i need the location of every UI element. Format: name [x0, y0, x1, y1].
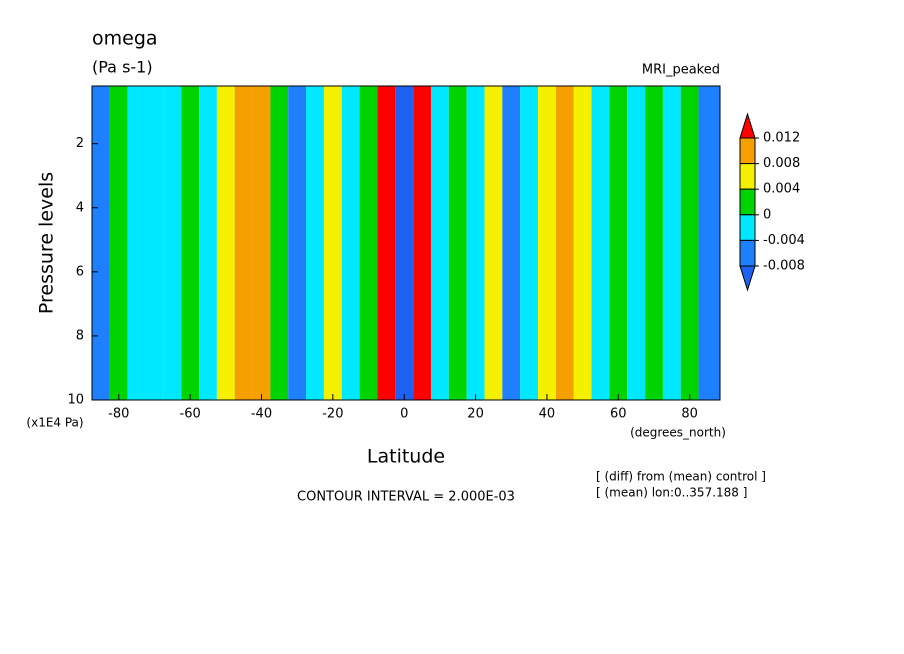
colorbar-label: -0.004 [763, 233, 805, 248]
field-band [92, 86, 110, 400]
x-tick-label: 0 [400, 407, 408, 422]
y-axis-title: Pressure levels [36, 172, 58, 314]
field-band [645, 86, 663, 400]
x-axis-units: (degrees_north) [630, 426, 726, 440]
x-tick-label: -20 [322, 407, 343, 422]
field-band [538, 86, 556, 400]
colorbar-label: 0.004 [763, 182, 800, 197]
field-band [627, 86, 646, 400]
colorbar-box [739, 188, 756, 216]
colorbar-arrow [739, 112, 756, 139]
x-tick-label: -80 [108, 407, 129, 422]
plot-frame [91, 85, 721, 401]
field-band [520, 86, 539, 400]
y-tick-label: 4 [76, 200, 84, 215]
annotation: [ (diff) from (mean) control ] [596, 470, 766, 484]
y-axis-units: (x1E4 Pa) [26, 416, 83, 430]
y-tick-label: 6 [76, 264, 84, 279]
colorbar-box [739, 214, 756, 241]
x-tick-label: 40 [539, 407, 556, 422]
field-band [234, 86, 253, 400]
y-tick-label: 8 [76, 328, 84, 343]
y-tick-label: 10 [67, 393, 84, 408]
field-band [484, 86, 503, 400]
x-axis-title: Latitude [367, 446, 445, 468]
x-tick-label: 60 [610, 407, 627, 422]
field-band [395, 86, 414, 400]
x-tick-label: -40 [251, 407, 272, 422]
field-band [270, 86, 289, 400]
x-tick-label: 80 [681, 407, 698, 422]
field-band [109, 86, 128, 400]
chart-title: omega [92, 28, 158, 50]
field-band [359, 86, 378, 400]
field-band [698, 86, 720, 400]
field-band [413, 86, 431, 400]
field-band [323, 86, 342, 400]
field-band [430, 86, 449, 400]
field-band [199, 86, 217, 400]
field-band [680, 86, 699, 400]
field-band [573, 86, 592, 400]
y-tick-label: 2 [76, 136, 84, 151]
field-band [466, 86, 485, 400]
field-band [662, 86, 681, 400]
x-tick-label: 20 [467, 407, 484, 422]
annotation: CONTOUR INTERVAL = 2.000E-03 [297, 490, 515, 505]
colorbar-label: 0.012 [763, 131, 800, 146]
field-band [591, 86, 610, 400]
colorbar-box [739, 137, 756, 165]
field-band [145, 86, 164, 400]
colorbar-box [739, 239, 756, 267]
colorbar-label: 0.008 [763, 156, 800, 171]
field-band [216, 86, 235, 400]
colorbar-arrow [739, 265, 756, 292]
field-band [377, 86, 396, 400]
colorbar-label: -0.008 [763, 259, 805, 274]
field-band [181, 86, 200, 400]
chart-subtitle: (Pa s-1) [92, 58, 153, 77]
field-band [555, 86, 574, 400]
field-band [502, 86, 521, 400]
field-band [341, 86, 360, 400]
field-band [252, 86, 271, 400]
field-band [127, 86, 146, 400]
field-band [448, 86, 467, 400]
field-band [306, 86, 324, 400]
colorbar-label: 0 [763, 207, 771, 222]
field-band [609, 86, 628, 400]
colorbar-box [739, 163, 756, 190]
x-tick-label: -60 [180, 407, 201, 422]
field-band [163, 86, 182, 400]
dataset-label: MRI_peaked [642, 63, 720, 78]
field-band [288, 86, 307, 400]
annotation: [ (mean) lon:0..357.188 ] [596, 486, 747, 500]
